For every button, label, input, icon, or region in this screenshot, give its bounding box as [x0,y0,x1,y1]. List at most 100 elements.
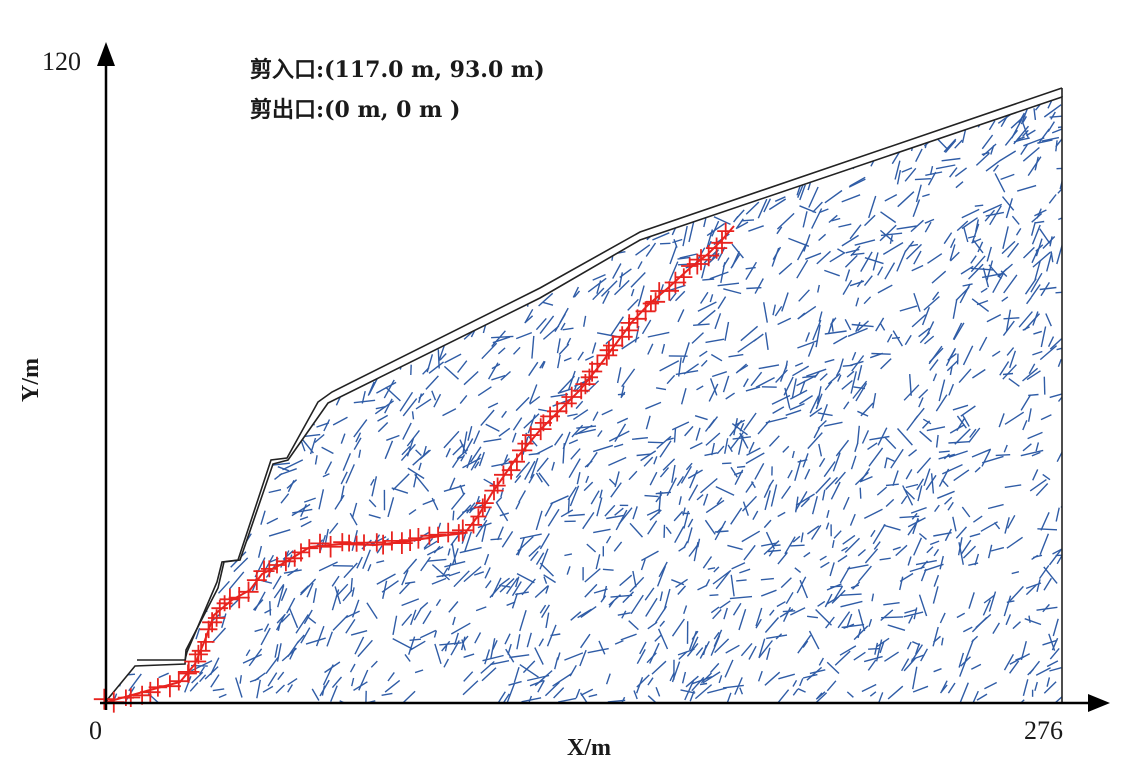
fracture-segment [157,593,161,612]
fracture-segment [148,387,166,400]
fracture-segment [620,575,632,585]
fracture-segment [969,592,974,608]
fracture-segment [490,585,501,597]
fracture-segment [174,352,182,359]
fracture-segment [701,479,718,493]
fracture-segment [241,403,248,413]
fracture-segment [362,178,381,185]
fracture-segment [183,224,191,237]
fracture-segment [140,600,141,607]
fracture-segment [881,610,893,621]
fracture-segment [235,377,238,387]
fracture-segment [491,539,502,540]
fracture-segment [270,601,271,615]
fracture-segment [497,497,502,502]
fracture-segment [136,580,148,592]
fracture-segment [761,579,774,580]
fracture-segment [201,488,210,492]
fracture-segment [382,581,399,593]
fracture-segment [593,275,606,281]
fracture-segment [458,269,470,274]
fracture-segment [819,444,822,456]
fracture-segment [724,89,730,101]
fracture-segment [696,428,700,441]
fracture-segment [495,239,507,250]
fracture-segment [1048,122,1054,132]
fracture-segment [1019,312,1032,328]
fracture-segment [384,173,399,179]
fracture-segment [305,186,313,194]
fracture-segment [1005,412,1024,424]
fracture-segment [233,331,239,352]
fracture-segment [275,644,278,657]
fracture-segment [131,203,139,216]
fracture-segment [615,280,630,294]
fracture-segment [804,553,810,557]
fracture-segment [735,470,743,485]
fracture-segment [558,89,571,102]
fracture-segment [747,448,761,455]
fracture-segment [912,266,923,271]
fracture-segment [558,698,576,702]
fracture-segment [485,649,490,664]
fracture-segment [778,512,786,516]
slope-surface-line [137,88,1062,660]
fracture-segment [731,146,739,150]
fracture-segment [585,212,593,230]
fracture-segment [837,249,845,253]
fracture-segment [646,243,655,257]
fracture-segment [307,314,318,317]
fracture-segment [794,89,800,94]
fracture-segment [161,572,163,585]
fracture-segment [181,318,185,336]
fracture-segment [809,156,817,165]
fracture-segment [376,561,384,563]
fracture-segment [173,107,177,117]
slip-point-cross-icon [597,345,618,366]
fracture-segment [724,608,727,619]
fracture-segment [472,213,474,220]
fracture-segment [934,575,938,587]
fracture-segment [234,388,244,406]
fracture-segment [540,145,546,152]
fracture-segment [474,223,478,235]
fracture-segment [670,151,691,154]
fracture-segment [464,672,473,682]
fracture-segment [409,637,415,655]
fracture-segment [180,211,195,221]
fracture-segment [980,337,987,351]
fracture-segment [956,182,963,188]
fracture-segment [575,218,595,223]
fracture-segment [583,165,604,166]
fracture-segment [242,288,251,290]
fracture-segment [1036,442,1038,451]
fracture-segment [276,384,288,398]
fracture-segment [679,547,686,552]
fracture-segment [694,542,698,561]
fracture-segment [839,135,858,143]
fracture-segment [821,404,827,421]
fracture-segment [146,507,157,510]
fracture-segment [992,351,1000,356]
fracture-segment [618,102,630,115]
fracture-segment [955,168,966,177]
slip-point-cross-icon [717,223,734,240]
fracture-segment [609,431,629,441]
fracture-segment [1040,346,1056,360]
fracture-segment [948,683,955,693]
fracture-segment [617,133,633,141]
fracture-segment [615,508,624,515]
fracture-segment [546,230,561,236]
fracture-segment [344,228,350,234]
fracture-segment [773,247,780,260]
fracture-segment [901,97,918,107]
fracture-segment [651,161,655,179]
fracture-segment [318,132,332,140]
fracture-segment [107,281,118,297]
fracture-segment [165,546,170,554]
fracture-segment [621,634,637,640]
fracture-segment [599,205,600,216]
fracture-segment [141,238,144,246]
fracture-segment [724,110,729,116]
